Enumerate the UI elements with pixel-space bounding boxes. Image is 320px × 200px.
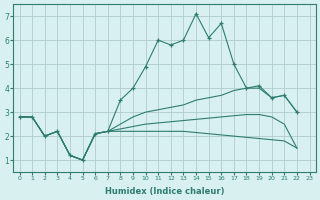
X-axis label: Humidex (Indice chaleur): Humidex (Indice chaleur) [105, 187, 224, 196]
